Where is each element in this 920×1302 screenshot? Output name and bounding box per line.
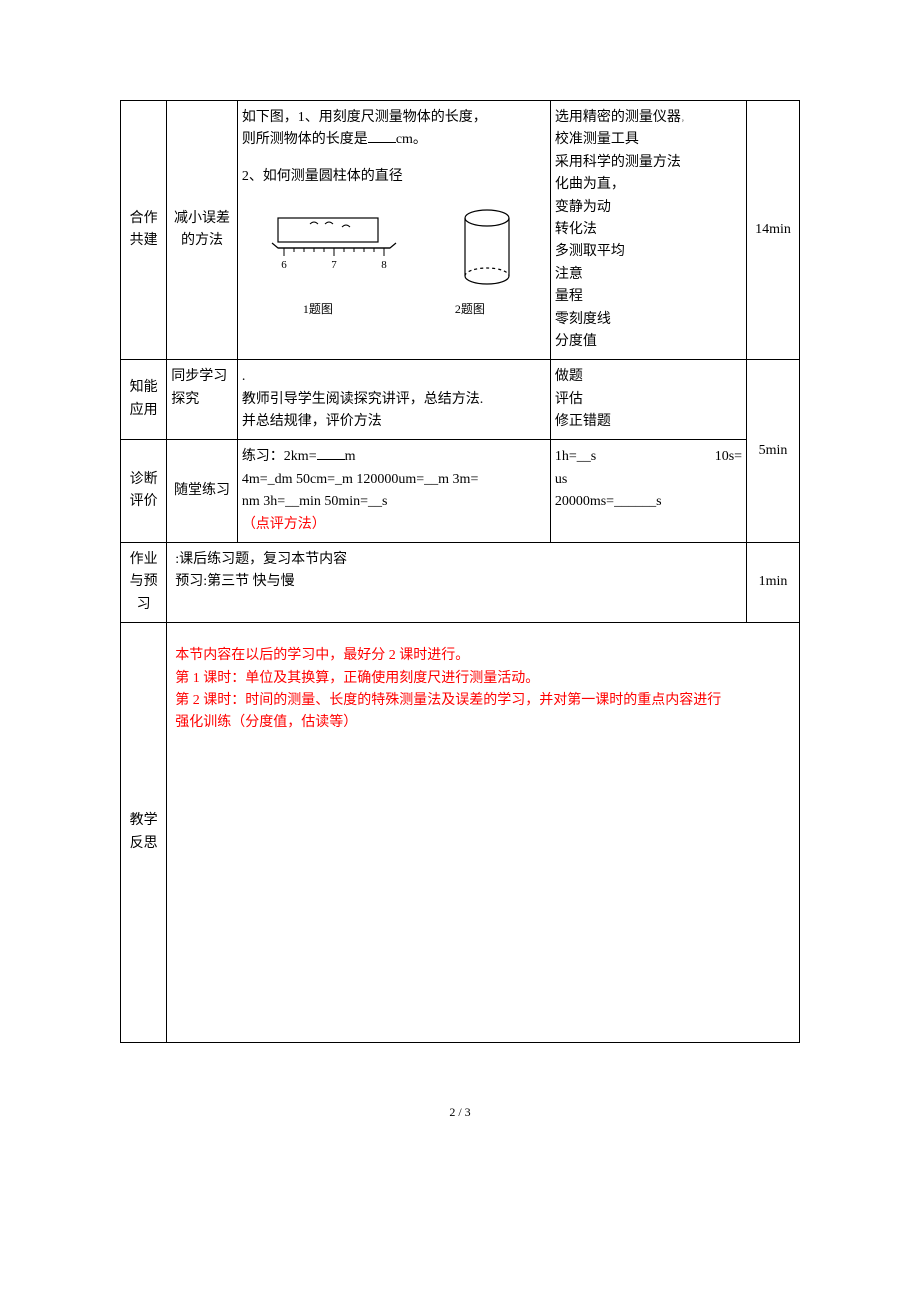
caption-1: 1题图 — [303, 300, 333, 319]
section-label: 知能应用 — [121, 360, 167, 440]
table-row: 诊断评价 随堂练习 练习：2km=m 4m=_dm 50cm=_m 120000… — [121, 440, 800, 543]
caption-2: 2题图 — [455, 300, 485, 319]
note-line: 采用科学的测量方法 — [555, 152, 742, 174]
note-line: 量程 — [555, 286, 742, 308]
question-1-line1: 如下图，1、用刻度尺测量物体的长度， — [242, 107, 546, 129]
blank-field — [317, 459, 345, 460]
notes-cell: 1h=__s 10s= us 20000ms=______s — [550, 440, 746, 543]
table-row: 知能应用 同步学习探究 . 教师引导学生阅读探究讲评，总结方法. 并总结规律，评… — [121, 360, 800, 440]
note-line: 转化法 — [555, 219, 742, 241]
time-cell: 1min — [747, 543, 800, 623]
note-line: 修正错题 — [555, 411, 742, 433]
note-line: 选用精密的测量仪器， — [555, 107, 742, 129]
notes-cell: 做题 评估 修正错题 — [550, 360, 746, 440]
note-line: 变静为动 — [555, 197, 742, 219]
lesson-plan-table: 合作共建 减小误差的方法 如下图，1、用刻度尺测量物体的长度， 则所测物体的长度… — [120, 100, 800, 1043]
note-line: 化曲为直， — [555, 174, 742, 196]
note-line: 注意 — [555, 264, 742, 286]
page-number: 2 / 3 — [120, 1103, 800, 1122]
subsection-label: 同步学习探究 — [167, 360, 238, 440]
section-label: 作业与预习 — [121, 543, 167, 623]
time-cell: 14min — [747, 101, 800, 360]
note-line: 分度值 — [555, 331, 742, 353]
note-line: 零刻度线 — [555, 309, 742, 331]
time-cell: 5min — [747, 360, 800, 543]
diagram-captions: 1题图 2题图 — [242, 300, 546, 319]
content-cell: 如下图，1、用刻度尺测量物体的长度， 则所测物体的长度是cm。 2、如何测量圆柱… — [237, 101, 550, 360]
red-note: （点评方法） — [242, 514, 546, 536]
notes-cell: 选用精密的测量仪器， 校准测量工具 采用科学的测量方法 化曲为直， 变静为动 转… — [550, 101, 746, 360]
note-line: 校准测量工具 — [555, 129, 742, 151]
note-line: 多测取平均 — [555, 241, 742, 263]
blank-field — [368, 142, 396, 143]
section-label: 合作共建 — [121, 101, 167, 360]
note-line: 做题 — [555, 366, 742, 388]
content-cell: . 教师引导学生阅读探究讲评，总结方法. 并总结规律，评价方法 — [237, 360, 550, 440]
svg-text:7: 7 — [332, 259, 338, 271]
reflection-cell: 本节内容在以后的学习中，最好分 2 课时进行。 第 1 课时：单位及其换算，正确… — [167, 623, 800, 1043]
content-cell: 练习：2km=m 4m=_dm 50cm=_m 120000um=__m 3m=… — [237, 440, 550, 543]
svg-text:6: 6 — [282, 259, 288, 271]
subsection-label: 随堂练习 — [167, 440, 238, 543]
section-label: 教学反思 — [121, 623, 167, 1043]
svg-text:8: 8 — [382, 259, 388, 271]
note-line: 评估 — [555, 389, 742, 411]
question-2: 2、如何测量圆柱体的直径 — [242, 166, 546, 188]
section-label: 诊断评价 — [121, 440, 167, 543]
table-row: 教学反思 本节内容在以后的学习中，最好分 2 课时进行。 第 1 课时：单位及其… — [121, 623, 800, 1043]
cylinder-diagram-icon — [457, 206, 517, 296]
question-1-line2: 则所测物体的长度是cm。 — [242, 129, 546, 151]
table-row: 作业与预习 :课后练习题，复习本节内容 预习:第三节 快与慢 1min — [121, 543, 800, 623]
table-row: 合作共建 减小误差的方法 如下图，1、用刻度尺测量物体的长度， 则所测物体的长度… — [121, 101, 800, 360]
ruler-diagram-icon: 6 7 8 — [270, 216, 400, 286]
diagram-row: 6 7 8 — [242, 206, 546, 296]
homework-cell: :课后练习题，复习本节内容 预习:第三节 快与慢 — [167, 543, 747, 623]
subsection-label: 减小误差的方法 — [167, 101, 238, 360]
